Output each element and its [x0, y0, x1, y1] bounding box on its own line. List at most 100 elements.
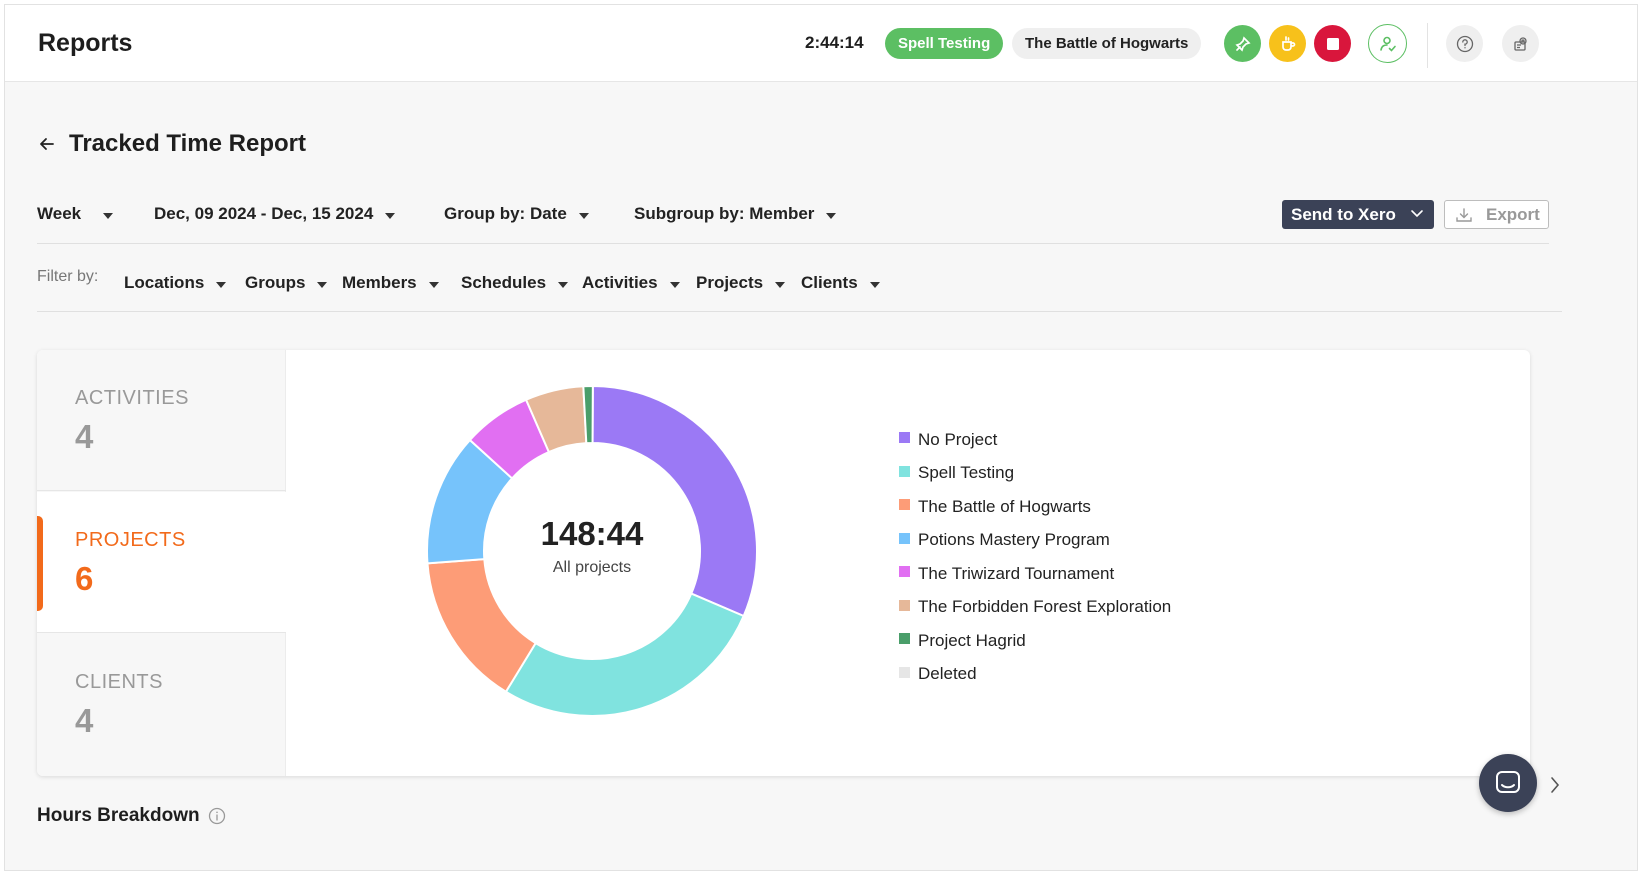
donut-slice-project-hagrid[interactable] [582, 385, 594, 445]
stop-icon [1326, 37, 1339, 50]
pin-off-icon [1234, 35, 1251, 52]
break-button[interactable] [1269, 25, 1306, 62]
filter-locations-label: Locations [124, 273, 205, 292]
page-title-row: Tracked Time Report [35, 129, 306, 159]
header-divider [1427, 23, 1428, 68]
filter-label: Filter by: [37, 268, 99, 285]
legend-item[interactable]: Deleted [899, 658, 1171, 692]
filter-clients[interactable]: Clients [801, 273, 880, 293]
filter-activities-label: Activities [582, 273, 658, 292]
tab-clients[interactable]: CLIENTS 4 [37, 634, 286, 775]
period-label: Week [37, 204, 82, 223]
back-button[interactable] [35, 132, 59, 156]
date-range-label: Dec, 09 2024 - Dec, 15 2024 [154, 204, 374, 223]
date-range-dropdown[interactable]: Dec, 09 2024 - Dec, 15 2024 [154, 204, 396, 224]
tab-activities-label: ACTIVITIES [75, 387, 189, 409]
active-tab-marker [37, 516, 43, 611]
legend-item[interactable]: Project Hagrid [899, 624, 1171, 658]
summary-tabs: ACTIVITIES 4 PROJECTS 6 CLIENTS 4 [37, 350, 286, 776]
app-window: Reports 2:44:14 Spell Testing The Battle… [4, 4, 1638, 871]
filter-clients-label: Clients [801, 273, 858, 292]
donut-subtitle: All projects [552, 559, 632, 576]
coffee-icon [1281, 35, 1295, 51]
manage-presence-button[interactable] [1368, 24, 1407, 63]
legend-item[interactable]: Potions Mastery Program [899, 524, 1171, 558]
top-bar: Reports 2:44:14 Spell Testing The Battle… [5, 5, 1637, 82]
legend-swatch [899, 465, 910, 477]
donut-total: 148:44 [540, 515, 644, 552]
filter-locations[interactable]: Locations [124, 273, 227, 293]
tab-clients-count: 4 [75, 702, 94, 739]
filter-projects[interactable]: Projects [696, 273, 786, 293]
filter-schedules-label: Schedules [461, 273, 547, 292]
page-title: Tracked Time Report [69, 130, 306, 157]
active-activity-badge[interactable]: Spell Testing [885, 28, 1004, 59]
tab-projects-label: PROJECTS [75, 529, 186, 551]
settings-icon [1513, 36, 1527, 51]
filter-divider [37, 311, 1562, 312]
legend-swatch [899, 599, 910, 611]
change-location-button[interactable] [1224, 25, 1261, 62]
hours-breakdown-heading: Hours Breakdown [37, 805, 226, 827]
help-icon [1456, 35, 1473, 52]
legend-label: Potions Mastery Program [918, 530, 1110, 550]
filter-groups-label: Groups [245, 273, 306, 292]
send-to-xero-label: Send to Xero [1291, 204, 1396, 224]
filter-schedules[interactable]: Schedules [461, 273, 569, 293]
app-title: Reports [38, 29, 133, 57]
subgroup-by-dropdown[interactable]: Subgroup by: Member [634, 204, 837, 224]
help-button[interactable] [1446, 25, 1483, 62]
settings-button[interactable] [1502, 25, 1539, 62]
export-button[interactable]: Export [1444, 200, 1549, 229]
legend-swatch [899, 666, 910, 678]
group-by-label: Group by: Date [444, 204, 567, 223]
legend-label: The Forbidden Forest Exploration [918, 597, 1172, 617]
timer-display: 2:44:14 [805, 33, 864, 52]
legend-swatch [899, 633, 910, 645]
info-icon[interactable] [208, 807, 226, 825]
period-dropdown[interactable]: Week [37, 204, 114, 224]
legend-swatch [899, 432, 910, 444]
stop-timer-button[interactable] [1314, 25, 1351, 62]
arrow-left-icon [40, 138, 54, 150]
legend-label: The Triwizard Tournament [918, 563, 1115, 583]
send-to-xero-button[interactable]: Send to Xero [1282, 200, 1434, 229]
hours-breakdown-title: Hours Breakdown [37, 805, 200, 826]
chat-launcher-button[interactable] [1479, 754, 1537, 812]
tab-clients-label: CLIENTS [75, 671, 163, 693]
legend-label: Spell Testing [918, 463, 1015, 483]
filter-members[interactable]: Members [342, 273, 439, 293]
caret-down-icon [317, 281, 328, 288]
active-project-badge[interactable]: The Battle of Hogwarts [1012, 28, 1202, 59]
tab-activities-count: 4 [75, 418, 94, 455]
subgroup-by-label: Subgroup by: Member [634, 204, 815, 223]
chevron-right-icon[interactable] [1548, 775, 1562, 795]
caret-down-icon [103, 212, 114, 219]
legend-item[interactable]: The Battle of Hogwarts [899, 490, 1171, 524]
legend-label: No Project [918, 429, 998, 449]
caret-down-icon [558, 281, 569, 288]
export-label: Export [1486, 204, 1540, 224]
legend-item[interactable]: The Triwizard Tournament [899, 557, 1171, 591]
group-by-dropdown[interactable]: Group by: Date [444, 204, 589, 224]
caret-down-icon [669, 281, 680, 288]
filter-groups[interactable]: Groups [245, 273, 328, 293]
legend-swatch [899, 532, 910, 544]
legend-item[interactable]: No Project [899, 423, 1171, 457]
chart-legend: No Project Spell Testing The Battle of Hog… [899, 423, 1171, 691]
legend-label: Deleted [918, 664, 977, 684]
donut-chart: 148:44 All projects [422, 381, 762, 721]
donut-center: 148:44 All projects [422, 381, 762, 721]
caret-down-icon [385, 212, 396, 219]
summary-card: ACTIVITIES 4 PROJECTS 6 CLIENTS 4 148:44… [37, 350, 1530, 776]
legend-item[interactable]: The Forbidden Forest Exploration [899, 591, 1171, 625]
tab-projects-count: 6 [75, 560, 94, 597]
tab-projects[interactable]: PROJECTS 6 [37, 492, 286, 633]
legend-item[interactable]: Spell Testing [899, 457, 1171, 491]
filter-activities[interactable]: Activities [582, 273, 680, 293]
caret-down-icon [428, 281, 439, 288]
tab-activities[interactable]: ACTIVITIES 4 [37, 350, 286, 491]
caret-down-icon [869, 281, 880, 288]
donut-slice-no-project[interactable] [591, 384, 758, 618]
donut-slice-spell-testing[interactable] [504, 592, 745, 717]
